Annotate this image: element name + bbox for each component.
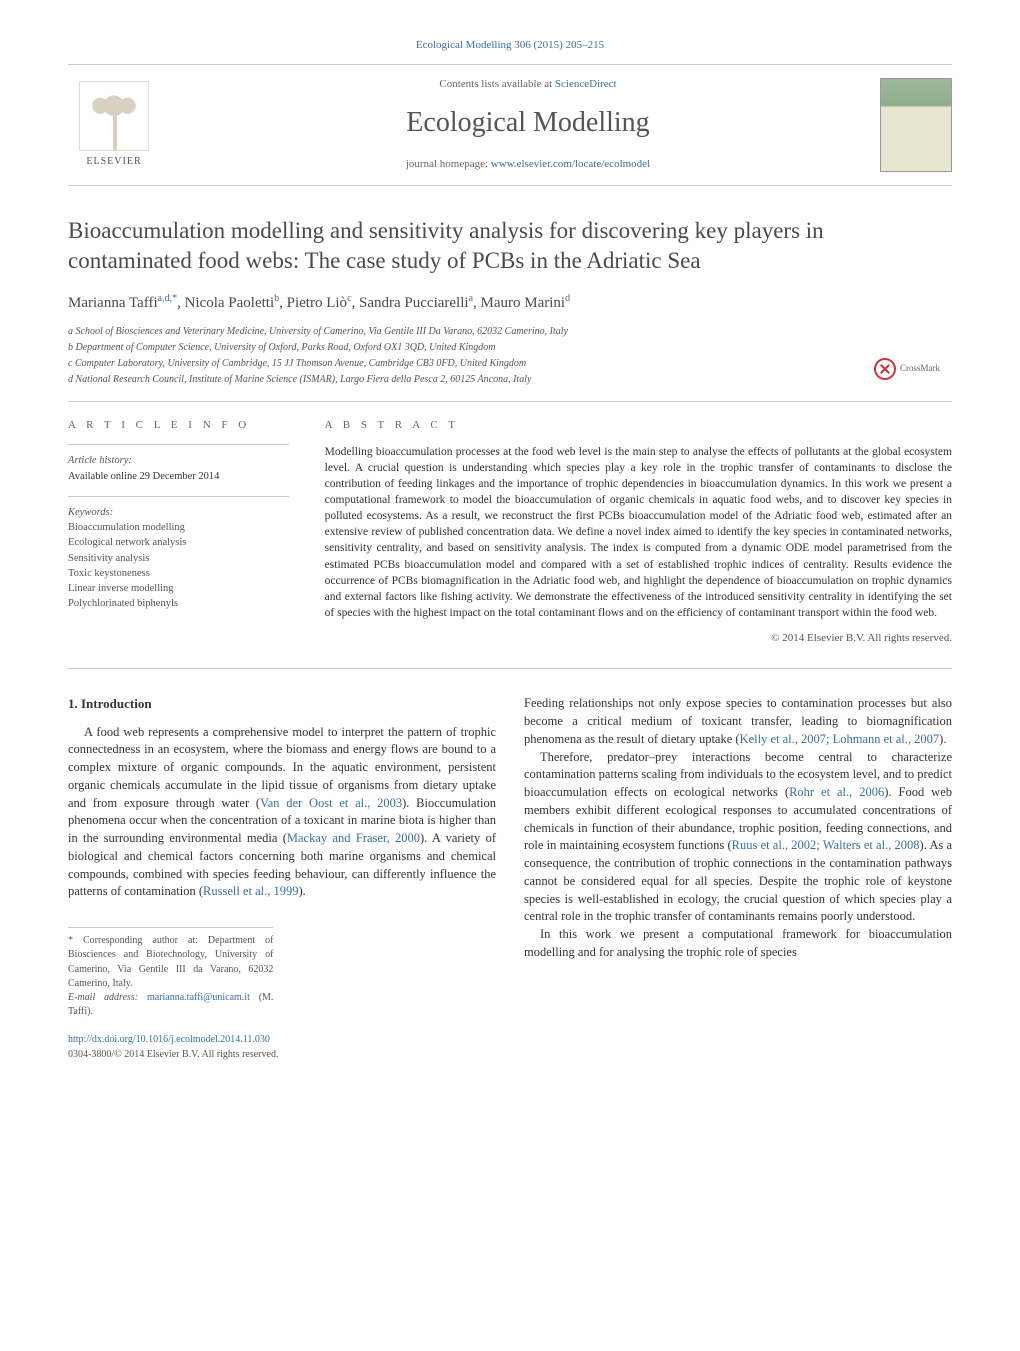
history-value: Available online 29 December 2014 bbox=[68, 469, 289, 484]
article-body: 1. Introduction A food web represents a … bbox=[68, 695, 952, 1019]
abstract-copyright: © 2014 Elsevier B.V. All rights reserved… bbox=[325, 631, 952, 646]
email-label: E-mail address: bbox=[68, 992, 147, 1003]
keywords-block: Keywords: Bioaccumulation modelling Ecol… bbox=[68, 496, 289, 612]
contents-available-line: Contents lists available at ScienceDirec… bbox=[176, 77, 880, 93]
journal-masthead: ELSEVIER Contents lists available at Sci… bbox=[68, 64, 952, 186]
issn-copyright-line: 0304-3800/© 2014 Elsevier B.V. All right… bbox=[68, 1048, 952, 1063]
abstract-column: a b s t r a c t Modelling bioaccumulatio… bbox=[307, 402, 952, 662]
sciencedirect-link[interactable]: ScienceDirect bbox=[555, 78, 617, 90]
citation-link[interactable]: Ruus et al., 2002; Walters et al., 2008 bbox=[732, 838, 920, 852]
keyword: Bioaccumulation modelling bbox=[68, 520, 289, 535]
body-paragraph: Feeding relationships not only expose sp… bbox=[524, 695, 952, 748]
crossmark-badge[interactable]: CrossMark bbox=[874, 356, 952, 382]
footer-identifiers: http://dx.doi.org/10.1016/j.ecolmodel.20… bbox=[68, 1033, 952, 1062]
running-citation: Ecological Modelling 306 (2015) 205–215 bbox=[68, 38, 952, 54]
corresponding-footnote: * Corresponding author at: Department of… bbox=[68, 927, 273, 1019]
author: Marianna Taffi bbox=[68, 295, 158, 311]
crossmark-label: CrossMark bbox=[900, 362, 940, 375]
history-label: Article history: bbox=[68, 453, 289, 468]
abstract-text: Modelling bioaccumulation processes at t… bbox=[325, 444, 952, 621]
author-affil-marks: c bbox=[347, 293, 351, 304]
author: Mauro Marini bbox=[481, 295, 566, 311]
keywords-label: Keywords: bbox=[68, 505, 289, 520]
publisher-name: ELSEVIER bbox=[86, 155, 141, 170]
citation-link[interactable]: Mackay and Fraser, 2000 bbox=[287, 831, 420, 845]
keyword: Sensitivity analysis bbox=[68, 551, 289, 566]
citation-link[interactable]: Van der Oost et al., 2003 bbox=[260, 796, 402, 810]
journal-homepage-link[interactable]: www.elsevier.com/locate/ecolmodel bbox=[491, 158, 650, 170]
corresponding-email-link[interactable]: marianna.taffi@unicam.it bbox=[147, 992, 250, 1003]
citation-link[interactable]: Rohr et al., 2006 bbox=[789, 785, 884, 799]
section-heading-introduction: 1. Introduction bbox=[68, 695, 496, 713]
keyword: Toxic keystoneness bbox=[68, 566, 289, 581]
citation-link[interactable]: Russell et al., 1999 bbox=[203, 884, 298, 898]
author: Pietro Liò bbox=[287, 295, 347, 311]
affiliation: b Department of Computer Science, Univer… bbox=[68, 340, 952, 355]
doi-link[interactable]: http://dx.doi.org/10.1016/j.ecolmodel.20… bbox=[68, 1034, 270, 1045]
abstract-heading: a b s t r a c t bbox=[325, 418, 952, 433]
keyword: Ecological network analysis bbox=[68, 535, 289, 550]
author: Nicola Paoletti bbox=[185, 295, 275, 311]
affiliation-list: a School of Biosciences and Veterinary M… bbox=[68, 324, 952, 387]
crossmark-icon bbox=[874, 358, 896, 380]
article-info-column: a r t i c l e i n f o Article history: A… bbox=[68, 402, 307, 662]
section-divider bbox=[68, 668, 952, 669]
article-history-block: Article history: Available online 29 Dec… bbox=[68, 444, 289, 483]
affiliation: c Computer Laboratory, University of Cam… bbox=[68, 356, 952, 371]
author-list: Marianna Taffia,d,*, Nicola Paolettib, P… bbox=[68, 292, 952, 315]
elsevier-tree-icon bbox=[79, 81, 149, 151]
homepage-prefix: journal homepage: bbox=[406, 158, 491, 170]
affiliation: a School of Biosciences and Veterinary M… bbox=[68, 324, 952, 339]
article-info-heading: a r t i c l e i n f o bbox=[68, 418, 289, 434]
journal-cover-thumbnail bbox=[880, 78, 952, 172]
author-affil-marks: b bbox=[274, 293, 279, 304]
author-affil-marks: a,d,* bbox=[158, 293, 177, 304]
publisher-logo: ELSEVIER bbox=[68, 75, 160, 175]
body-paragraph: A food web represents a comprehensive mo… bbox=[68, 724, 496, 902]
keyword: Polychlorinated biphenyls bbox=[68, 596, 289, 611]
article-title: Bioaccumulation modelling and sensitivit… bbox=[68, 216, 952, 276]
author: Sandra Pucciarelli bbox=[359, 295, 469, 311]
author-affil-marks: d bbox=[565, 293, 570, 304]
citation-link[interactable]: Kelly et al., 2007; Lohmann et al., 2007 bbox=[740, 732, 940, 746]
affiliation: d National Research Council, Institute o… bbox=[68, 372, 952, 387]
keyword: Linear inverse modelling bbox=[68, 581, 289, 596]
journal-homepage-line: journal homepage: www.elsevier.com/locat… bbox=[176, 157, 880, 173]
contents-prefix: Contents lists available at bbox=[439, 78, 554, 90]
author-affil-marks: a bbox=[469, 293, 473, 304]
journal-name: Ecological Modelling bbox=[176, 103, 880, 144]
corresponding-author-note: * Corresponding author at: Department of… bbox=[68, 934, 273, 991]
body-paragraph: In this work we present a computational … bbox=[524, 926, 952, 962]
body-paragraph: Therefore, predator–prey interactions be… bbox=[524, 749, 952, 927]
